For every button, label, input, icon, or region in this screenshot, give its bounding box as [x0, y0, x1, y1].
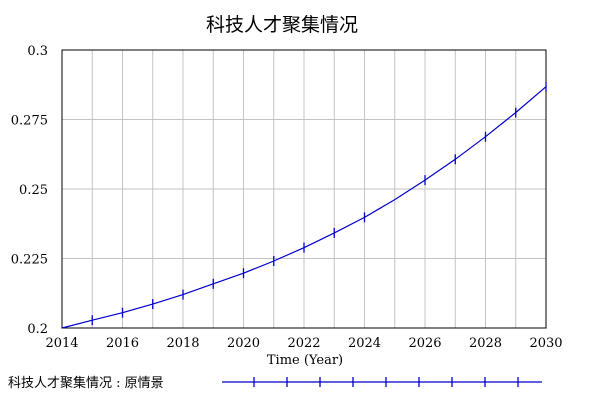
x-tick-label: 2020 [227, 336, 260, 351]
y-tick-label: 0.275 [11, 114, 48, 129]
series-layer [61, 81, 547, 329]
y-tick-label: 0.25 [19, 183, 48, 198]
x-tick-label: 2028 [469, 336, 502, 351]
x-tick-label: 2022 [287, 336, 320, 351]
x-tick-label: 2018 [166, 336, 199, 351]
legend-label: 科技人才聚集情况 : 原情景 [8, 375, 164, 391]
plot-frame [61, 49, 547, 329]
y-tick-label: 0.2 [27, 322, 48, 337]
x-axis-title: Time (Year) [267, 353, 343, 368]
legend: 科技人才聚集情况 : 原情景 [8, 375, 542, 391]
x-tick-label: 2014 [45, 336, 78, 351]
y-tick-label: 0.225 [11, 253, 48, 268]
x-tick-label: 2030 [529, 336, 562, 351]
chart-title: 科技人才聚集情况 [206, 14, 358, 36]
y-tick-label: 0.3 [27, 44, 48, 59]
tick-labels: 2014 2016 2018 2020 2022 2024 2026 2028 2030 0.2 0… [11, 44, 563, 351]
x-tick-label: 2016 [106, 336, 139, 351]
grid [62, 50, 546, 328]
legend-swatch [222, 377, 542, 387]
x-tick-label: 2026 [408, 336, 441, 351]
x-tick-label: 2024 [348, 336, 381, 351]
